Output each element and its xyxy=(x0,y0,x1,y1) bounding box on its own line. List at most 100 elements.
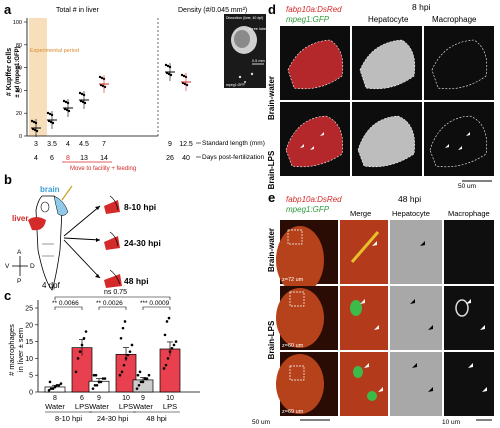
n-label: 6 xyxy=(80,395,84,402)
inset-label-4: mpeg1:GFP xyxy=(226,83,246,87)
data-point xyxy=(128,350,132,353)
experimental-period-label: Experimental period xyxy=(30,48,79,54)
axis-a: A xyxy=(17,249,22,256)
panel-c-y-tick-label: 25 xyxy=(25,306,33,313)
panel-a-y-tick-label: 0 xyxy=(19,134,22,140)
panel-d-time: 8 hpi xyxy=(412,2,431,12)
data-point xyxy=(147,373,151,377)
liver-thumb-2 xyxy=(104,231,120,250)
data-point xyxy=(47,389,51,392)
panel-e-col-hepatocyte: Hepatocyte xyxy=(392,209,430,218)
data-point xyxy=(119,336,123,340)
n-label: 10 xyxy=(122,395,130,402)
dpf-label: 14 xyxy=(100,155,108,162)
dpf-label: 26 xyxy=(166,155,174,162)
data-point xyxy=(136,373,140,377)
panel-e-scale-left: 50 um xyxy=(252,419,270,426)
panel-e: e fabp10a:DsRed mpeg1:GFP 48 hpi Merge H… xyxy=(252,190,494,426)
panel-a-point xyxy=(80,92,84,96)
panel-a-point xyxy=(100,76,104,80)
standard-length-label: 9 xyxy=(168,141,172,148)
panel-a-point xyxy=(167,72,171,76)
panel-d-scale: 50 um xyxy=(458,183,476,190)
data-point xyxy=(57,383,61,387)
data-point xyxy=(164,363,168,367)
gfp-inset xyxy=(224,66,266,88)
panel-a-y-ticks: 0 20 40 60 80 100 xyxy=(13,20,27,140)
e-hep-2 xyxy=(390,286,442,350)
dpf-caption: Days post-fertilization xyxy=(202,154,265,161)
data-point xyxy=(123,320,127,323)
panel-a-point xyxy=(164,63,168,67)
group-label: Water xyxy=(133,402,153,411)
data-point xyxy=(103,377,107,380)
data-point xyxy=(51,387,55,390)
e-mac-3 xyxy=(444,352,494,416)
panel-a-point xyxy=(67,109,71,113)
data-point xyxy=(80,343,84,347)
panel-a-point xyxy=(185,83,189,87)
panel-e-time: 48 hpi xyxy=(398,194,421,204)
data-point xyxy=(122,363,126,367)
panel-a-point xyxy=(98,75,102,79)
panel-a-point xyxy=(83,101,87,105)
data-point xyxy=(120,370,124,374)
panel-a-point xyxy=(49,120,53,124)
data-point xyxy=(168,350,172,353)
data-point xyxy=(170,347,174,350)
panel-a-point xyxy=(78,91,82,95)
panel-a-point xyxy=(169,73,173,77)
hpi-label-3: 48 hpi xyxy=(124,276,149,286)
data-point xyxy=(163,333,167,337)
panel-a-header-right: Density (#/0.045 mm²) xyxy=(178,7,247,14)
sig-label-3: *** 0.0009 xyxy=(140,300,170,307)
panel-a-point xyxy=(182,74,186,78)
panel-c-y-tick-label: 15 xyxy=(25,339,33,346)
z-label-3: z=69 um xyxy=(282,409,304,415)
e-hep-3 xyxy=(390,352,442,416)
e-merge-2 xyxy=(340,286,388,350)
data-point xyxy=(53,385,57,389)
group-label: Water xyxy=(89,402,109,411)
panel-e-row-water: Brain-water xyxy=(267,228,276,272)
data-point xyxy=(93,383,97,387)
data-point xyxy=(126,353,130,357)
dpf-label: 6 xyxy=(50,155,54,162)
panel-a-header-left: Total # in liver xyxy=(56,7,99,14)
panel-a-y-tick-label: 80 xyxy=(16,43,22,49)
dpf-label: 4 xyxy=(34,155,38,162)
time-label: 24-30 hpi xyxy=(97,414,129,423)
panel-a-point xyxy=(183,82,187,86)
panel-a: a Total # in liver Density (#/0.045 mm²)… xyxy=(4,2,268,172)
liver-thumb-1 xyxy=(104,195,120,214)
e-merge-3 xyxy=(340,352,388,416)
data-point xyxy=(167,316,171,320)
liver-label: liver xyxy=(12,214,28,223)
hpi-label-2: 24-30 hpi xyxy=(124,238,161,248)
panel-a-data-points xyxy=(30,63,191,137)
data-point xyxy=(97,380,101,384)
data-point xyxy=(138,370,142,374)
data-point xyxy=(118,373,122,377)
d-mac-water xyxy=(424,26,494,100)
liver-region xyxy=(28,217,46,231)
dpf-label: 13 xyxy=(80,155,88,162)
e-merge-1 xyxy=(340,220,388,284)
experimental-period-band xyxy=(29,18,47,136)
panel-a-point xyxy=(51,121,55,125)
panel-a-point xyxy=(46,111,50,115)
panel-a-point xyxy=(48,112,52,116)
panel-c-bars xyxy=(44,316,181,393)
z-label-1: z=72 um xyxy=(282,277,304,283)
brain-region xyxy=(53,195,69,216)
panel-e-scale-right: 10 um xyxy=(442,419,460,426)
panel-d: d fabp10a:DsRed mpeg1:GFP 8 hpi Hepatocy… xyxy=(267,2,494,190)
panel-a-y-tick-label: 40 xyxy=(16,88,22,94)
data-point xyxy=(137,383,141,387)
inset-label-1: Dissection (liver, 40 dpf) xyxy=(226,16,263,20)
data-point xyxy=(141,380,145,384)
brain-label: brain xyxy=(40,185,60,194)
inset-label-3: 0.5 mm xyxy=(252,59,265,63)
panel-a-ylabel: # Kupffer cells xyxy=(6,48,13,96)
data-point xyxy=(48,380,52,384)
